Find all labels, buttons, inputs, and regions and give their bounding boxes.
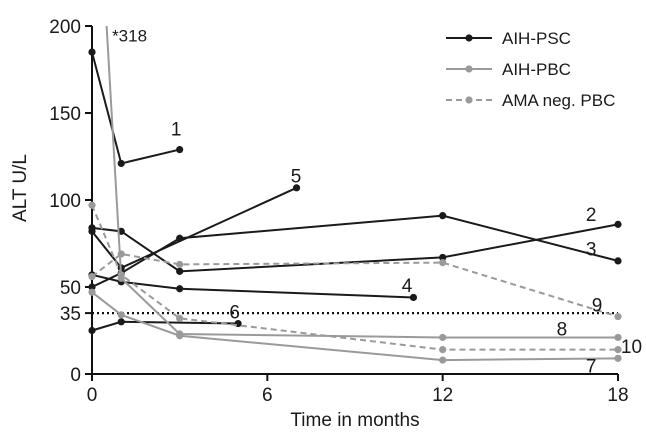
series-label: 3 <box>586 240 597 261</box>
series-label: 7 <box>586 356 597 377</box>
x-tick-label: 18 <box>607 385 628 406</box>
series-label: 10 <box>621 337 642 358</box>
data-point <box>117 318 125 326</box>
data-point <box>176 267 184 275</box>
data-point <box>88 326 96 335</box>
data-point <box>439 253 447 262</box>
legend-marker <box>465 65 473 73</box>
data-point <box>614 312 622 321</box>
legend-marker <box>465 96 473 104</box>
data-point <box>88 48 96 56</box>
y-tick-label: 200 <box>49 17 81 38</box>
series-label: 9 <box>592 295 603 316</box>
data-point <box>439 346 447 354</box>
series-line <box>91 51 180 165</box>
data-point <box>292 184 301 192</box>
data-point <box>88 201 96 209</box>
legend-marker <box>465 34 473 42</box>
clipped-value-annotation: *318 <box>112 26 147 45</box>
series-label: 1 <box>171 120 182 141</box>
series-label: 8 <box>557 320 568 341</box>
data-point <box>439 212 447 220</box>
legend-label: AIH-PBC <box>502 60 571 79</box>
x-tick-label: 0 <box>87 385 98 406</box>
series-label: 5 <box>291 167 302 188</box>
y-tick-label: 50 <box>60 278 81 299</box>
legend: AIH-PSC AIH-PBC AMA neg. PBC <box>446 29 615 110</box>
series-line <box>91 273 414 299</box>
x-tick-label: 12 <box>432 385 453 406</box>
data-point <box>176 145 184 154</box>
series-label: 2 <box>586 205 597 226</box>
data-point <box>176 314 184 322</box>
data-point <box>176 260 184 268</box>
data-point <box>117 271 125 279</box>
data-point <box>88 227 96 235</box>
series-line <box>91 214 619 288</box>
x-tick-label: 6 <box>262 385 273 406</box>
series-line <box>91 223 619 273</box>
series-group <box>88 25 622 364</box>
data-point <box>614 333 622 342</box>
data-point <box>439 356 447 364</box>
series-line <box>91 204 618 351</box>
y-tick-label: 35 <box>60 304 81 325</box>
data-point <box>439 259 447 267</box>
series-label: 6 <box>229 302 240 323</box>
data-point <box>88 283 96 291</box>
data-point <box>117 250 125 258</box>
y-tick-label: 150 <box>49 104 81 125</box>
series-line <box>91 252 619 318</box>
series-label: 4 <box>402 276 413 297</box>
data-point <box>88 272 96 281</box>
data-point <box>409 293 418 302</box>
data-point <box>614 220 622 228</box>
legend-label: AIH-PSC <box>502 29 571 48</box>
x-axis-label: Time in months <box>290 410 419 431</box>
data-point <box>614 354 622 362</box>
series-labels: 1 2 3 4 5 6 78 9 10 <box>171 120 642 378</box>
y-tick-label: 0 <box>70 365 81 386</box>
data-point <box>176 330 184 338</box>
data-point <box>176 285 184 293</box>
data-point <box>117 159 125 168</box>
y-tick-label: 100 <box>49 191 81 212</box>
data-point <box>614 257 622 265</box>
y-axis-label: ALT U/L <box>10 154 31 222</box>
data-point <box>117 311 125 319</box>
data-point <box>88 288 96 296</box>
data-point <box>439 333 447 342</box>
data-point <box>614 346 622 354</box>
legend-label: AMA neg. PBC <box>502 91 615 110</box>
